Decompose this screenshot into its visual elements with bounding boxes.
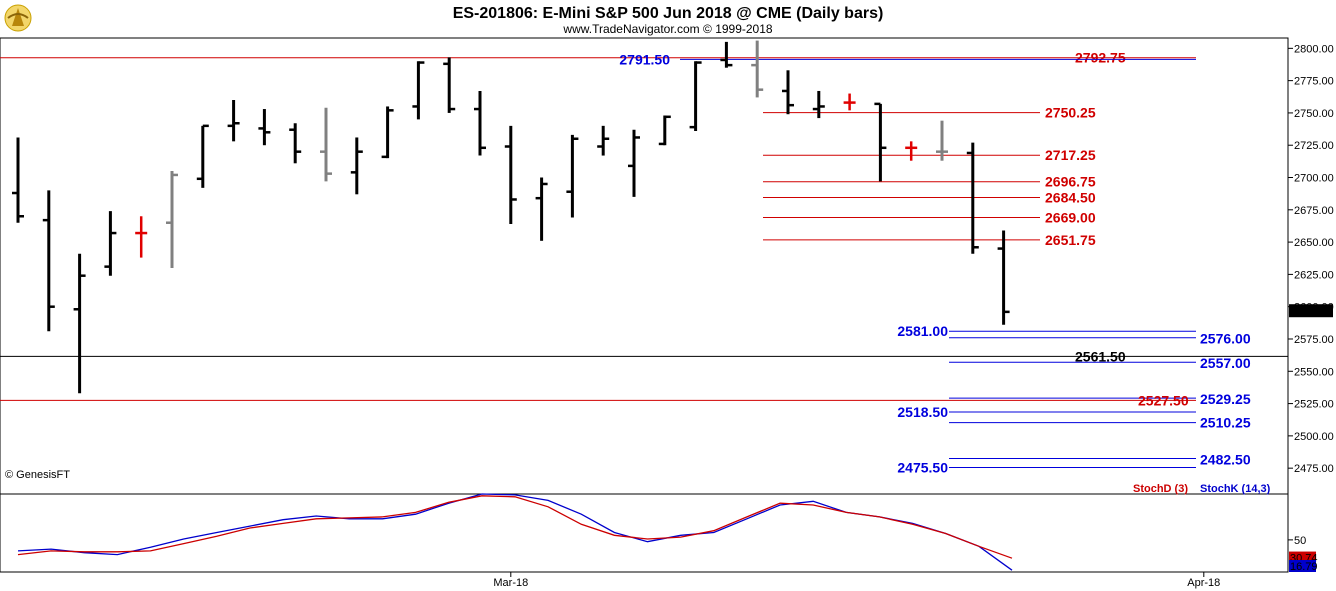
- level-label: 2561.50: [1075, 348, 1126, 364]
- level-label: 2581.00: [897, 323, 948, 339]
- price-pane: [0, 37, 1289, 495]
- price-bar: [874, 102, 887, 182]
- price-bar: [350, 137, 363, 195]
- price-bar: [412, 61, 425, 120]
- price-tick-label: 2625.00: [1294, 269, 1334, 281]
- price-bars: [12, 40, 1010, 394]
- stochd-line: [17, 495, 1013, 559]
- price-tick-label: 2800.00: [1294, 43, 1334, 55]
- price-bar: [812, 90, 825, 119]
- price-tick-label: 2725.00: [1294, 140, 1334, 152]
- level-label: 2576.00: [1200, 331, 1251, 347]
- level-label: 2669.00: [1045, 210, 1096, 226]
- price-tick-label: 2700.00: [1294, 173, 1334, 185]
- level-label: 2791.50: [619, 51, 670, 67]
- price-tick-label: 2525.00: [1294, 399, 1334, 411]
- price-tick-label: 2750.00: [1294, 108, 1334, 120]
- price-bar: [196, 124, 209, 188]
- price-bar: [504, 125, 517, 225]
- price-tick-label: 2550.00: [1294, 366, 1334, 378]
- price-bar: [135, 216, 148, 258]
- price-bar: [782, 70, 794, 115]
- price-tick-label: 2650.00: [1294, 237, 1334, 249]
- copyright-label: © GenesisFT: [5, 469, 70, 481]
- stochk-value-box: [1289, 560, 1316, 572]
- chart-title: ES-201806: E-Mini S&P 500 Jun 2018 @ CME…: [453, 5, 884, 22]
- level-label: 2696.75: [1045, 174, 1096, 190]
- level-lines: 2792.75 2791.50 2750.25 2717.25 2696.752684.…: [0, 50, 1288, 476]
- level-label: 2651.75: [1045, 232, 1096, 248]
- level-label: 2510.25: [1200, 415, 1251, 431]
- price-tick-label: 2675.00: [1294, 205, 1334, 217]
- price-bar: [628, 129, 640, 197]
- level-label: 2750.25: [1045, 105, 1096, 121]
- price-tick-label: 2775.00: [1294, 76, 1334, 88]
- title-area: [0, 0, 1336, 38]
- level-label: 2475.50: [897, 460, 948, 476]
- price-bar: [320, 107, 332, 182]
- stochk-legend: StochK (14,3): [1200, 483, 1271, 495]
- price-bar: [720, 41, 733, 68]
- level-label: 2684.50: [1045, 190, 1096, 206]
- price-bar: [843, 93, 856, 111]
- price-axis: 2800.00 2775.00 2750.00 2725.00 2700.00 2675.…: [1288, 43, 1334, 475]
- level-label: 2518.50: [897, 404, 948, 420]
- price-bar: [42, 190, 55, 332]
- price-bar: [258, 109, 271, 146]
- level-label: 2717.25: [1045, 147, 1096, 163]
- price-bar: [658, 115, 671, 146]
- price-bar: [966, 142, 979, 254]
- price-bar: [443, 57, 456, 113]
- level-label: 2482.50: [1200, 451, 1251, 467]
- stoch-tick-label: 50: [1294, 535, 1306, 547]
- price-bar: [751, 40, 764, 98]
- date-axis: Mar-18 Apr-18: [493, 572, 1220, 589]
- price-bar: [474, 90, 486, 156]
- price-tick-label: 2475.00: [1294, 463, 1334, 475]
- price-bar: [73, 253, 86, 394]
- price-bar: [535, 177, 548, 241]
- price-bar: [597, 125, 610, 156]
- stochk-value: 16.79: [1290, 561, 1318, 573]
- genesis-logo-icon: [4, 4, 32, 32]
- price-bar: [905, 141, 918, 161]
- price-bar: [12, 137, 24, 223]
- level-label: 2557.00: [1200, 355, 1251, 371]
- stoch-pane: [0, 493, 1289, 573]
- price-bar: [227, 100, 240, 142]
- price-bar: [936, 120, 948, 161]
- level-label: 2529.25: [1200, 391, 1251, 407]
- price-bar: [289, 123, 302, 164]
- level-label: 2792.75: [1075, 50, 1126, 66]
- price-bar: [166, 171, 178, 268]
- stochd-legend: StochD (3): [1133, 483, 1188, 495]
- price-tick-label: 2575.00: [1294, 334, 1334, 346]
- price-bar: [104, 211, 117, 276]
- price-bar: [566, 134, 579, 218]
- date-tick-label: Apr-18: [1187, 577, 1220, 589]
- price-tick-label: 2500.00: [1294, 431, 1334, 443]
- price-bar: [381, 106, 394, 159]
- chart-subtitle: www.TradeNavigator.com © 1999-2018: [562, 22, 772, 36]
- price-bar: [689, 61, 702, 132]
- price-bar: [997, 230, 1010, 325]
- last-price-label: 2596.50: [1291, 306, 1331, 318]
- level-label: 2527.50: [1138, 392, 1189, 408]
- date-tick-label: Mar-18: [493, 577, 528, 589]
- last-price-box: [1289, 304, 1333, 318]
